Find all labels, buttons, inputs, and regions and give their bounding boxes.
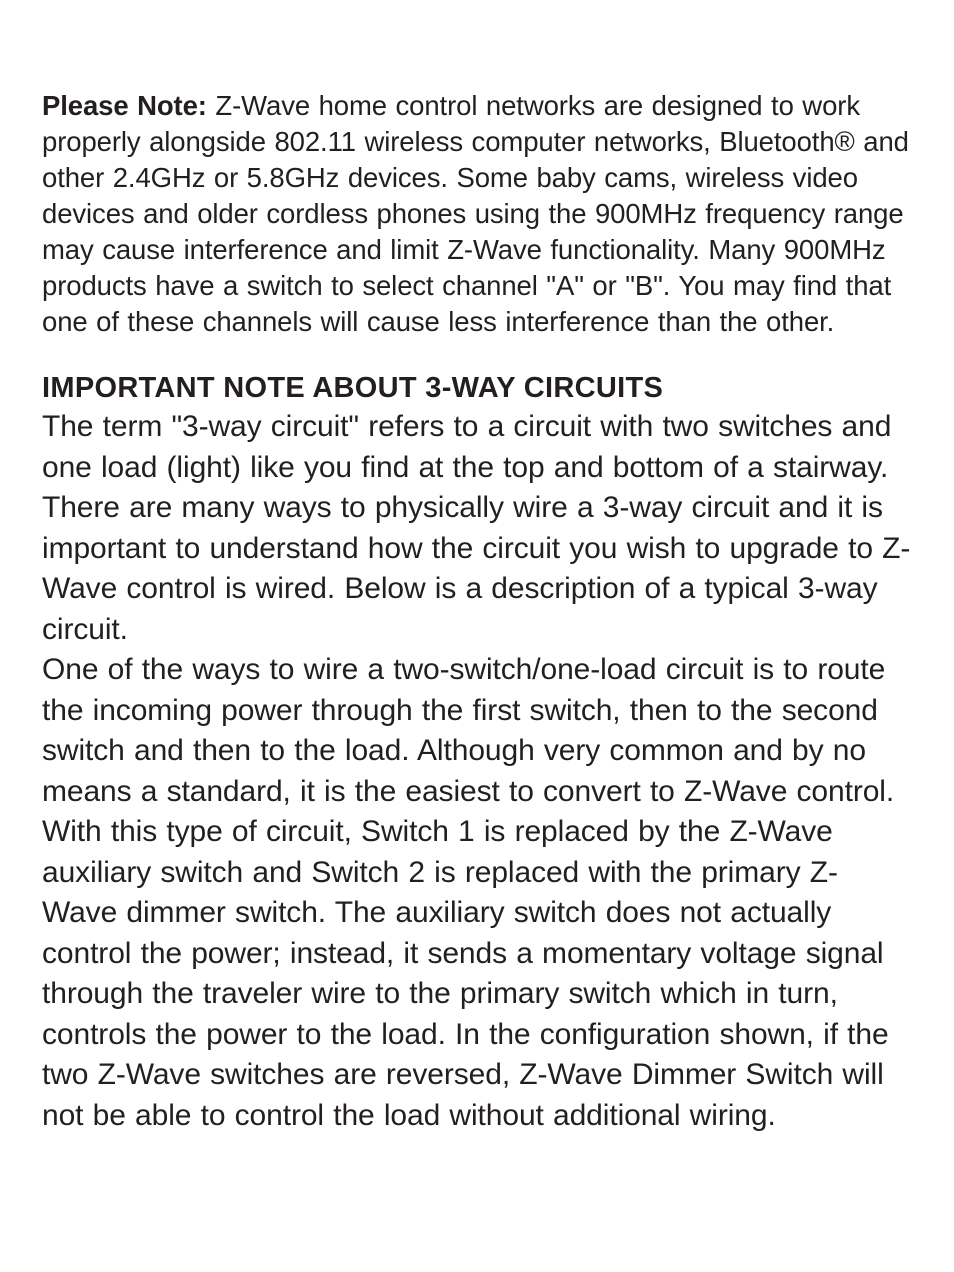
please-note-label: Please Note: bbox=[42, 90, 207, 121]
please-note-paragraph: Please Note: Z-Wave home control network… bbox=[42, 88, 912, 340]
please-note-text: Z-Wave home control networks are designe… bbox=[42, 90, 909, 337]
section-heading-3way: IMPORTANT NOTE ABOUT 3-WAY CIRCUITS bbox=[42, 372, 912, 405]
section-para-2: One of the ways to wire a two-switch/one… bbox=[42, 650, 912, 1136]
section-para-1: The term "3-way circuit" refers to a cir… bbox=[42, 407, 912, 650]
